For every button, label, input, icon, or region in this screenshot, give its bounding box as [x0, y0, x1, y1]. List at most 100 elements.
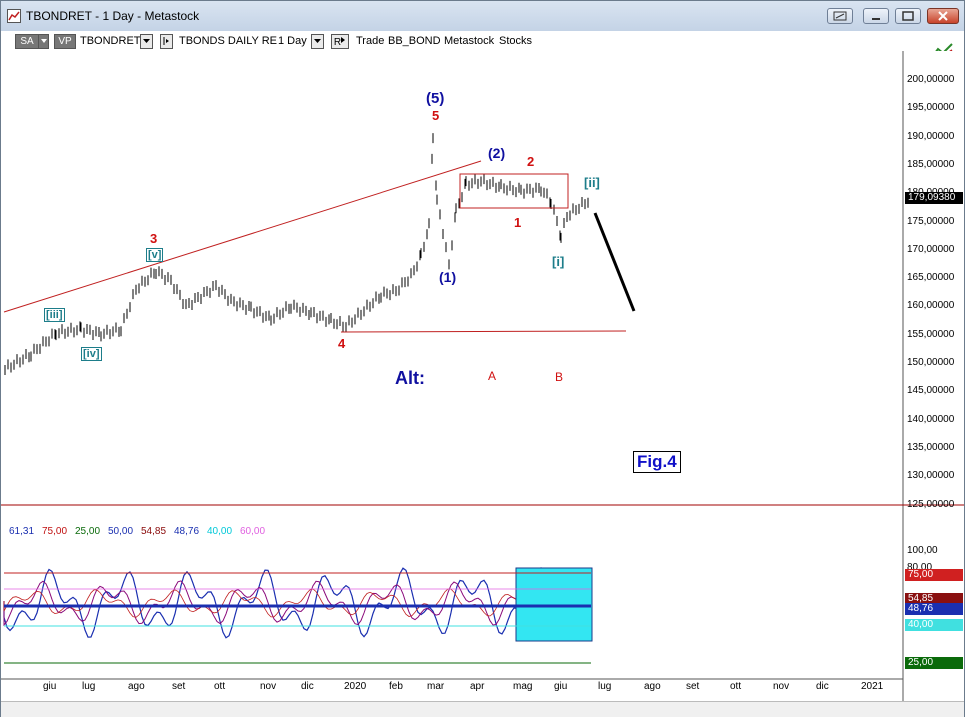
price-axis-label: 125,00000: [907, 498, 955, 510]
chart-area[interactable]: [1, 51, 964, 701]
indicator-value-box: 25,00: [905, 657, 963, 669]
price-axis-label: 145,00000: [907, 385, 955, 397]
trend-line: [3, 160, 482, 313]
indicator-value-box: 48,76: [905, 603, 963, 615]
price-axis-label: 155,00000: [907, 328, 955, 340]
price-chart-svg[interactable]: [1, 51, 964, 701]
oscillator-line: [3, 588, 590, 618]
sa-button[interactable]: SA: [15, 34, 39, 49]
price-axis-label: 140,00000: [907, 413, 955, 425]
price-axis-label: 195,00000: [907, 102, 955, 114]
indicator-value-box: 54,85: [905, 593, 963, 605]
price-axis-label: 185,00000: [907, 158, 955, 170]
x-axis-tick-label: apr: [470, 681, 485, 692]
x-axis-tick-label: nov: [260, 681, 277, 692]
symbol-dropdown[interactable]: [140, 34, 153, 49]
price-axis-label: 165,00000: [907, 272, 955, 284]
consolidation-box: [459, 173, 569, 209]
indicator-legend-value: 61,31: [9, 526, 35, 537]
bb-label: BB_BOND: [388, 35, 441, 47]
x-axis-tick-label: nov: [773, 681, 790, 692]
indicator-value-box: 40,00: [905, 619, 963, 631]
oscillator-line: [3, 567, 590, 639]
title-bar: TBONDRET - 1 Day - Metastock: [1, 1, 964, 32]
alt-b-label: B: [555, 370, 564, 384]
close-button[interactable]: [927, 8, 959, 24]
window-title: TBONDRET - 1 Day - Metastock: [26, 9, 200, 23]
close-icon: [938, 11, 948, 21]
source-label: Metastock: [444, 35, 495, 47]
price-axis-label: 130,00000: [907, 470, 955, 482]
r-label: R: [333, 37, 342, 48]
projection-arrow: [593, 212, 636, 312]
indicator-lines: [3, 567, 590, 639]
wave-1-red: 1: [514, 215, 522, 230]
wave-iii-label: [iii]: [44, 308, 65, 322]
interval-button[interactable]: [160, 34, 173, 49]
wave-ii-label: [ii]: [584, 175, 600, 190]
chevron-right-icon: [341, 37, 346, 43]
indicator-axis-label: 80,00: [907, 562, 933, 573]
wave-4-red: 4: [338, 336, 346, 351]
x-axis-tick-label: 2021: [861, 681, 884, 692]
chevron-down-icon: [143, 39, 150, 43]
metastock-app-icon: [7, 9, 21, 23]
x-axis-tick-label: ago: [644, 681, 661, 692]
price-axis-label: 175,00000: [907, 215, 955, 227]
price-axis-label: 135,00000: [907, 441, 955, 453]
alt-a-label: A: [488, 369, 497, 383]
indicator-legend-value: 25,00: [75, 526, 101, 537]
indicator-value-box: 75,00: [905, 569, 963, 581]
interval-icon: [163, 37, 169, 45]
x-axis-tick-label: dic: [816, 681, 829, 692]
wave-1-blue: (1): [439, 269, 457, 285]
x-axis-tick-label: giu: [43, 681, 57, 692]
chevron-down-icon: [314, 39, 321, 43]
restore-chart-button[interactable]: [827, 8, 853, 24]
x-axis-tick-label: feb: [389, 681, 403, 692]
price-axis-label: 200,00000: [907, 74, 955, 85]
period-label: 1 Day: [278, 35, 307, 47]
stocks-label: Stocks: [499, 35, 533, 47]
x-axis-tick-label: ott: [730, 681, 742, 692]
x-axis-tick-label: mar: [427, 681, 445, 692]
indicator-legend-value: 60,00: [240, 526, 266, 537]
x-axis-tick-label: dic: [301, 681, 314, 692]
indicator-axis-label: 100,00: [907, 545, 938, 556]
support-line: [340, 330, 627, 333]
wave-2-red: 2: [527, 154, 535, 169]
price-bars: [4, 133, 589, 376]
x-axis-tick-label: ott: [214, 681, 226, 692]
period-dropdown[interactable]: [311, 34, 324, 49]
x-axis-tick-label: lug: [82, 681, 96, 692]
wave-5-blue: (5): [426, 90, 445, 107]
minimize-button[interactable]: [863, 8, 889, 24]
x-axis-tick-label: ago: [128, 681, 145, 692]
sa-dropdown[interactable]: [38, 34, 49, 49]
maximize-button[interactable]: [895, 8, 921, 24]
current-price-box: 179,09380: [905, 192, 963, 204]
figure-label: Fig.4: [633, 451, 681, 473]
chart-icon: [833, 11, 847, 21]
minimize-icon: [872, 18, 880, 20]
status-bar: [1, 701, 964, 717]
wave-3-red: 3: [150, 231, 158, 246]
wave-5-red: 5: [432, 108, 440, 123]
wave-i-label: [i]: [552, 254, 565, 269]
x-axis-tick-label: giu: [554, 681, 568, 692]
indicator-legend-value: 75,00: [42, 526, 68, 537]
indicator-legend-value: 50,00: [108, 526, 134, 537]
indicator-legend-value: 40,00: [207, 526, 233, 537]
price-axis-label: 150,00000: [907, 357, 955, 368]
x-axis-tick-label: mag: [513, 681, 533, 692]
x-axis-tick-label: set: [686, 681, 700, 692]
r-button[interactable]: R: [331, 34, 349, 49]
vp-button[interactable]: VP: [54, 34, 76, 49]
indicator-legend-value: 48,76: [174, 526, 200, 537]
wave-v-label: [v]: [146, 248, 164, 262]
description-label: TBONDS DAILY RE: [179, 35, 278, 47]
x-axis-tick-label: lug: [598, 681, 612, 692]
x-axis-tick-label: set: [172, 681, 186, 692]
maximize-icon: [902, 11, 914, 21]
